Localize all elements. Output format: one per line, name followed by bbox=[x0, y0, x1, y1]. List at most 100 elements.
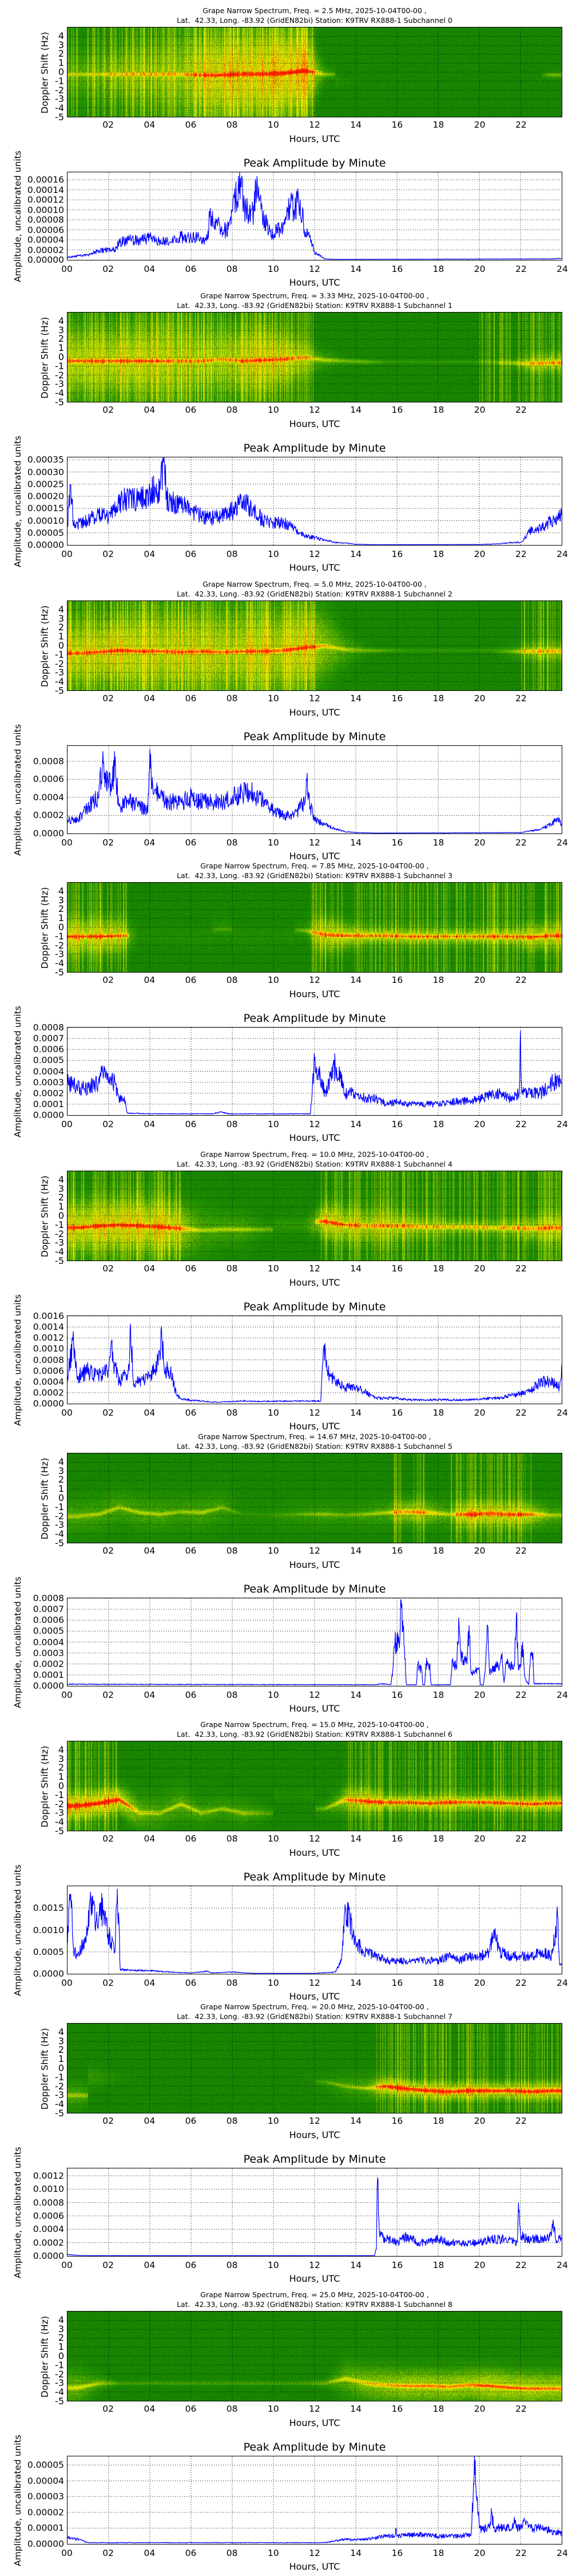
spectrogram-x-tick-label: 04 bbox=[144, 1263, 156, 1274]
amplitude-y-tick-label: 0.0002 bbox=[33, 1088, 64, 1099]
spectrogram-x-axis-label: Hours, UTC bbox=[289, 2129, 340, 2140]
amplitude-x-tick-label: 20 bbox=[474, 1119, 486, 1129]
spectrogram-x-tick-label: 12 bbox=[309, 2404, 320, 2414]
amplitude-x-axis-label: Hours, UTC bbox=[289, 1421, 340, 1432]
spectrogram-y-tick-label: 3 bbox=[58, 2323, 64, 2334]
amplitude-x-tick-label: 06 bbox=[185, 549, 197, 559]
amplitude-y-tick-label: 0.00000 bbox=[27, 255, 64, 265]
spectrogram-y-tick-label: -5 bbox=[55, 112, 64, 123]
amplitude-y-tick-label: 0.0007 bbox=[33, 1033, 64, 1044]
amplitude-x-tick-label: 22 bbox=[515, 1690, 527, 1700]
amplitude-y-tick-label: 0.00004 bbox=[27, 2475, 64, 2486]
amplitude-x-tick-label: 22 bbox=[515, 1119, 527, 1129]
spectrogram-y-tick-label: -3 bbox=[55, 949, 64, 960]
spectrogram-x-tick-label: 04 bbox=[144, 1546, 156, 1556]
spectrogram-y-tick-label: -3 bbox=[55, 667, 64, 678]
amplitude-y-tick-label: 0.0010 bbox=[33, 1344, 64, 1354]
amplitude-y-tick-label: 0.00000 bbox=[27, 540, 64, 550]
spectrogram-y-tick-label: 4 bbox=[58, 1456, 64, 1467]
amplitude-x-tick-label: 06 bbox=[185, 1408, 197, 1418]
amplitude-chart-svg bbox=[67, 2456, 562, 2544]
spectrogram-y-tick-label: -1 bbox=[55, 75, 64, 86]
spectrogram-x-tick-label: 02 bbox=[102, 693, 114, 704]
spectrogram-y-tick-label: -5 bbox=[55, 1826, 64, 1836]
amplitude-y-tick-label: 0.0012 bbox=[33, 2170, 64, 2181]
channel-panel: Grape Narrow Spectrum, Freq. = 25.0 MHz,… bbox=[0, 2284, 572, 2573]
amplitude-y-tick-label: 0.00000 bbox=[27, 2539, 64, 2549]
spectrogram-y-tick-label: 0 bbox=[58, 1780, 64, 1791]
spectrum-subtitle: Lat. 42.33, Long. -83.92 (GridEN82bi) St… bbox=[177, 301, 452, 310]
channel-panel: Grape Narrow Spectrum, Freq. = 7.85 MHz,… bbox=[0, 855, 572, 1144]
spectrogram-plot bbox=[67, 1453, 562, 1543]
spectrogram-plot bbox=[67, 2311, 562, 2401]
amplitude-y-tick-label: 0.0000 bbox=[33, 1110, 64, 1120]
spectrogram-grid bbox=[67, 27, 562, 117]
amplitude-y-tick-label: 0.0004 bbox=[33, 2224, 64, 2235]
amplitude-x-tick-label: 00 bbox=[61, 1690, 73, 1700]
spectrogram-x-tick-label: 04 bbox=[144, 405, 156, 415]
amplitude-x-tick-label: 06 bbox=[185, 2548, 197, 2558]
spectrogram-y-axis-label: Doppler Shift (Hz) bbox=[39, 2028, 50, 2110]
amplitude-y-tick-label: 0.00016 bbox=[27, 175, 64, 185]
amplitude-series-line bbox=[67, 1323, 562, 1403]
amplitude-x-axis-label: Hours, UTC bbox=[289, 1991, 340, 2002]
spectrogram-y-tick-label: 2 bbox=[58, 2332, 64, 2344]
spectrogram-plot bbox=[67, 1741, 562, 1831]
spectrogram-plot bbox=[67, 312, 562, 402]
spectrogram-plot bbox=[67, 1171, 562, 1261]
spectrogram-x-tick-label: 08 bbox=[226, 1834, 238, 1844]
spectrogram-y-tick-label: 3 bbox=[58, 39, 64, 50]
amplitude-y-tick-label: 0.0004 bbox=[33, 1637, 64, 1647]
amplitude-y-tick-label: 0.0005 bbox=[33, 1055, 64, 1066]
spectrogram-x-tick-label: 14 bbox=[350, 1834, 362, 1844]
spectrogram-y-tick-label: -4 bbox=[55, 102, 64, 114]
spectrogram-y-tick-label: -1 bbox=[55, 649, 64, 660]
spectrogram-x-tick-label: 12 bbox=[309, 405, 320, 415]
spectrogram-y-tick-label: 4 bbox=[58, 315, 64, 326]
spectrogram-y-tick-label: 3 bbox=[58, 1183, 64, 1194]
amplitude-x-tick-label: 20 bbox=[474, 1408, 486, 1418]
amplitude-y-axis-label: Amplitude, uncalibrated units bbox=[13, 2147, 23, 2278]
spectrum-subtitle: Lat. 42.33, Long. -83.92 (GridEN82bi) St… bbox=[177, 1730, 452, 1739]
spectrogram-x-tick-label: 12 bbox=[309, 693, 320, 704]
amplitude-chart-svg bbox=[67, 2168, 562, 2256]
spectrogram-x-tick-label: 14 bbox=[350, 975, 362, 985]
spectrogram-x-tick-label: 14 bbox=[350, 2116, 362, 2126]
spectrogram-x-tick-label: 22 bbox=[515, 693, 527, 704]
amplitude-chart-title: Peak Amplitude by Minute bbox=[243, 1583, 386, 1595]
spectrogram-y-tick-label: 1 bbox=[58, 2341, 64, 2353]
spectrogram-y-tick-label: 3 bbox=[58, 894, 64, 906]
spectrogram-y-tick-label: -5 bbox=[55, 685, 64, 696]
amplitude-y-tick-label: 0.0000 bbox=[33, 2251, 64, 2261]
amplitude-x-tick-label: 12 bbox=[309, 264, 320, 274]
spectrogram-x-tick-label: 10 bbox=[267, 693, 279, 704]
amplitude-x-tick-label: 00 bbox=[61, 2548, 73, 2558]
spectrogram-x-tick-label: 20 bbox=[474, 693, 486, 704]
spectrogram-x-tick-label: 08 bbox=[226, 975, 238, 985]
spectrogram-x-tick-label: 18 bbox=[432, 1834, 444, 1844]
amplitude-y-tick-label: 0.0002 bbox=[33, 810, 64, 821]
spectrogram-x-tick-label: 08 bbox=[226, 120, 238, 130]
amplitude-x-tick-label: 24 bbox=[557, 264, 568, 274]
spectrogram-y-tick-label: -4 bbox=[55, 676, 64, 688]
spectrogram-x-tick-label: 16 bbox=[391, 120, 403, 130]
amplitude-x-tick-label: 04 bbox=[144, 549, 156, 559]
amplitude-x-tick-label: 24 bbox=[557, 2260, 568, 2270]
spectrogram-y-tick-label: -1 bbox=[55, 2359, 64, 2370]
amplitude-y-tick-label: 0.0000 bbox=[33, 1969, 64, 1979]
spectrogram-x-tick-label: 04 bbox=[144, 693, 156, 704]
spectrogram-x-tick-label: 20 bbox=[474, 120, 486, 130]
spectrogram-x-tick-label: 08 bbox=[226, 2404, 238, 2414]
amplitude-x-tick-label: 12 bbox=[309, 1119, 320, 1129]
spectrogram-y-tick-label: -2 bbox=[55, 84, 64, 96]
spectrogram-grid bbox=[67, 1171, 562, 1261]
amplitude-x-tick-label: 22 bbox=[515, 2548, 527, 2558]
spectrogram-x-tick-label: 04 bbox=[144, 120, 156, 130]
amplitude-y-tick-label: 0.00010 bbox=[27, 515, 64, 526]
spectrogram-y-tick-label: -2 bbox=[55, 2080, 64, 2092]
amplitude-x-tick-label: 08 bbox=[226, 1408, 238, 1418]
amplitude-x-tick-label: 00 bbox=[61, 2260, 73, 2270]
amplitude-y-tick-label: 0.0005 bbox=[33, 1946, 64, 1957]
amplitude-x-tick-label: 06 bbox=[185, 1119, 197, 1129]
amplitude-x-tick-label: 04 bbox=[144, 2548, 156, 2558]
